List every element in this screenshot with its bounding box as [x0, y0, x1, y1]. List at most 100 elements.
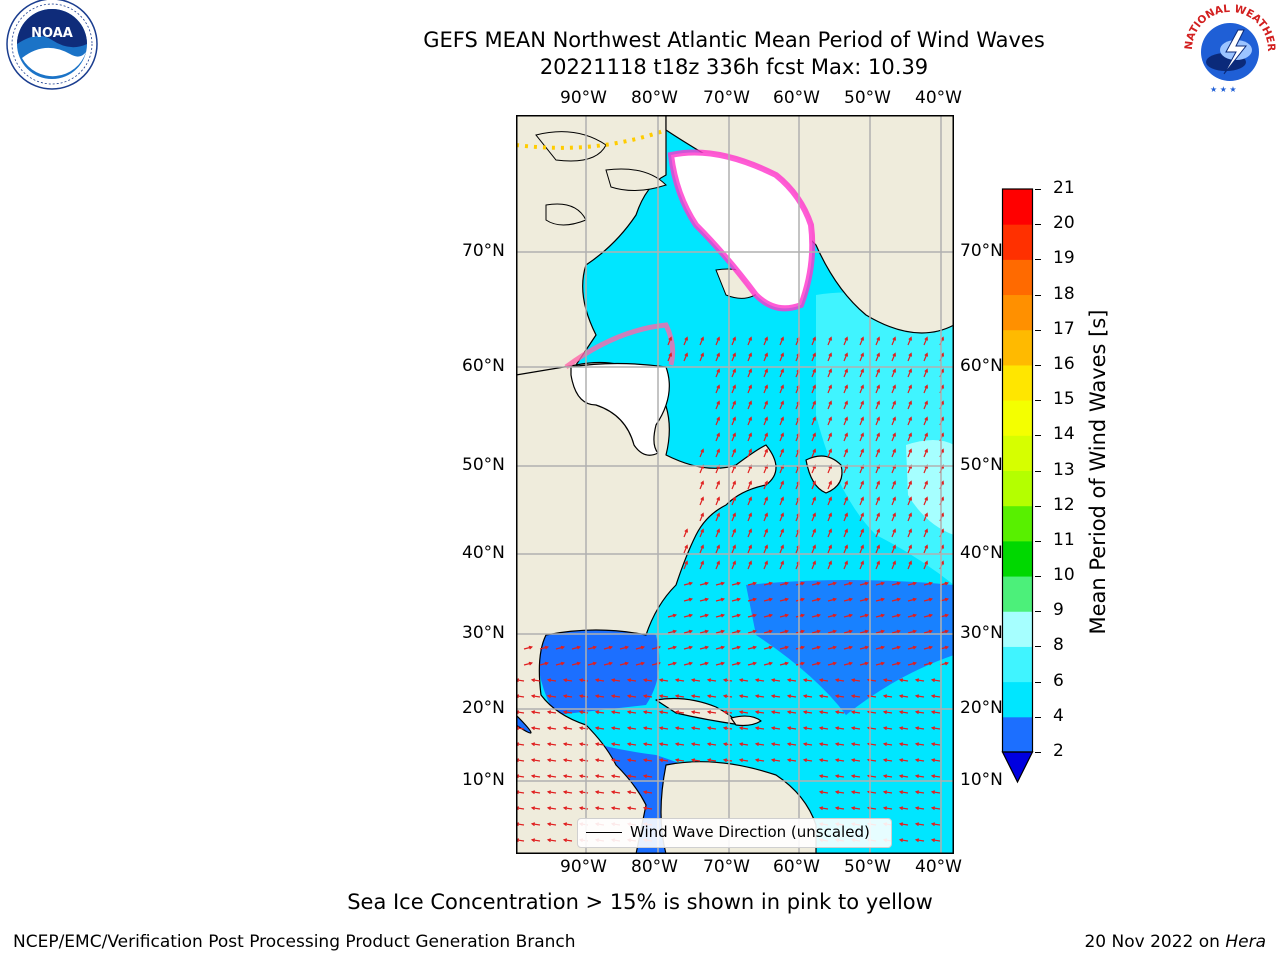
- wind-wave-vector-head: [764, 560, 768, 565]
- wind-wave-vector-head: [610, 742, 616, 747]
- wind-wave-vector-head: [832, 613, 838, 618]
- wind-wave-vector-head: [716, 512, 720, 517]
- wind-wave-vector-head: [864, 661, 870, 666]
- wind-wave-vector-head: [626, 806, 632, 811]
- wind-wave-vector-head: [812, 544, 816, 549]
- wind-wave-vector-head: [544, 661, 550, 666]
- wind-wave-vector: [571, 646, 580, 650]
- wind-wave-vector-head: [860, 480, 864, 485]
- wind-wave-vector: [907, 614, 916, 618]
- wind-wave-vector: [843, 646, 852, 650]
- wind-wave-vector-head: [848, 613, 854, 618]
- wind-wave-vector-head: [546, 838, 552, 843]
- lat-label-right: 70°N: [960, 241, 1003, 261]
- wind-wave-vector-head: [764, 496, 768, 501]
- wind-wave-vector-head: [528, 661, 534, 666]
- wind-wave-vector-head: [748, 352, 752, 357]
- wind-wave-vector-head: [928, 613, 934, 618]
- wind-wave-vector-head: [720, 581, 726, 586]
- wind-wave-vector-head: [818, 790, 824, 795]
- wind-wave-vector-head: [924, 336, 928, 341]
- wind-wave-vector: [827, 369, 832, 378]
- wind-wave-vector-head: [786, 710, 792, 715]
- wind-wave-vector: [683, 582, 692, 586]
- wind-wave-vector: [923, 614, 932, 618]
- wind-wave-vector: [747, 385, 752, 394]
- wind-wave-vector-head: [908, 384, 912, 389]
- lon-label-top: 90°W: [560, 88, 607, 108]
- wind-wave-vector-head: [780, 336, 784, 341]
- wind-wave-vector: [683, 662, 692, 666]
- wind-wave-vector-head: [832, 597, 838, 602]
- wind-wave-vector: [891, 433, 896, 442]
- wind-wave-vector: [859, 646, 868, 650]
- wind-wave-vector: [532, 679, 541, 682]
- period-6-8-zone: [816, 292, 954, 585]
- wind-wave-vector: [667, 646, 676, 650]
- nws-logo: NATIONAL WEATHER SERVICE ★ ★ ★: [1180, 0, 1277, 97]
- wind-wave-vector: [612, 791, 621, 794]
- wind-wave-vector-head: [802, 694, 808, 699]
- wind-wave-vector: [843, 614, 852, 618]
- wind-wave-vector-head: [688, 661, 694, 666]
- wind-wave-vector-head: [732, 416, 736, 421]
- wind-wave-vector: [836, 727, 845, 730]
- wind-wave-vector: [740, 727, 749, 730]
- colorbar-tick-label: 16: [1053, 353, 1075, 374]
- wind-wave-vector: [619, 646, 628, 650]
- wind-wave-vector-head: [668, 352, 672, 357]
- wind-wave-vector: [788, 695, 797, 698]
- wind-wave-vector: [548, 679, 557, 682]
- wind-wave-vector: [836, 807, 845, 810]
- wind-wave-vector-head: [562, 678, 568, 683]
- wind-wave-vector: [699, 614, 708, 618]
- wind-wave-vector-head: [914, 742, 920, 747]
- wind-wave-vector: [852, 727, 861, 730]
- wind-wave-vector: [779, 385, 784, 394]
- wind-wave-vector: [612, 807, 621, 810]
- wind-wave-vector-head: [578, 678, 584, 683]
- wind-wave-vector-head: [818, 758, 824, 763]
- wind-wave-vector-head: [722, 742, 728, 747]
- wind-wave-vector: [740, 679, 749, 682]
- wind-wave-vector: [884, 775, 893, 778]
- wind-wave-vector: [763, 630, 772, 634]
- wind-wave-vector-head: [908, 368, 912, 373]
- wind-wave-vector: [715, 449, 720, 458]
- wind-wave-vector: [763, 401, 768, 410]
- wind-wave-vector-head: [812, 352, 816, 357]
- wind-wave-vector: [555, 646, 564, 650]
- lat-label-left: 10°N: [462, 770, 505, 790]
- colorbar-tick-mark: [1035, 470, 1041, 472]
- wind-wave-vector: [772, 759, 781, 762]
- wind-wave-vector: [907, 481, 912, 490]
- wind-wave-vector-head: [690, 742, 696, 747]
- wind-wave-vector-head: [732, 496, 736, 501]
- wind-wave-vector-head: [562, 742, 568, 747]
- wind-wave-vector-head: [834, 806, 840, 811]
- wind-wave-vector-head: [562, 710, 568, 715]
- wind-wave-vector: [779, 529, 784, 538]
- wind-wave-vector: [820, 791, 829, 794]
- wind-wave-vector: [756, 695, 765, 698]
- wind-wave-vector-head: [672, 613, 678, 618]
- wind-wave-vector: [875, 353, 880, 362]
- wind-wave-vector: [763, 353, 768, 362]
- wind-wave-vector-head: [640, 661, 646, 666]
- wind-wave-vector: [628, 711, 637, 714]
- wind-wave-vector: [612, 695, 621, 698]
- wind-wave-vector-head: [924, 544, 928, 549]
- wind-wave-vector-head: [850, 790, 856, 795]
- legend-line-swatch: [586, 832, 622, 833]
- wind-wave-vector: [875, 561, 880, 570]
- wind-wave-vector-head: [864, 613, 870, 618]
- colorbar-tick-label: 6: [1053, 670, 1064, 691]
- wind-wave-vector-head: [882, 710, 888, 715]
- colorbar-tick-label: 18: [1053, 283, 1075, 304]
- wind-wave-vector-head: [716, 496, 720, 501]
- wind-wave-vector: [804, 711, 813, 714]
- wind-wave-vector: [596, 743, 605, 746]
- wind-wave-vector: [532, 807, 541, 810]
- wind-wave-vector-head: [880, 661, 886, 666]
- wind-wave-vector-head: [562, 838, 568, 843]
